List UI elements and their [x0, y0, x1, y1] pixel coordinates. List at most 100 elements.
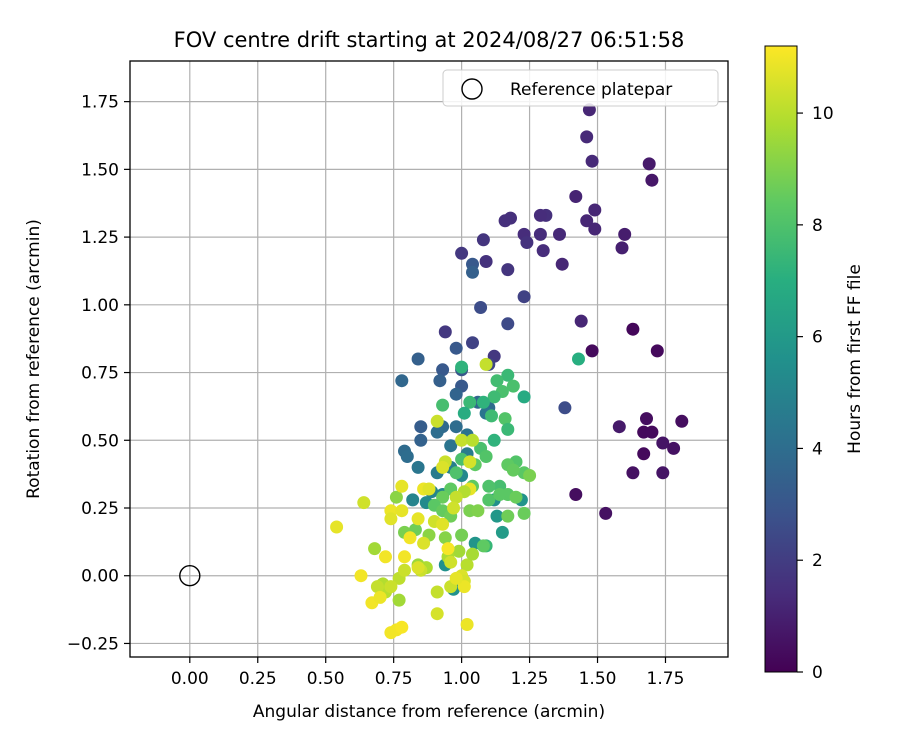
- y-axis-ticks: −0.25 0.00 0.25 0.50 0.75 1.00 1.25 1.50 1.75: [67, 93, 130, 654]
- x-axis-label: Angular distance from reference (arcmin): [253, 702, 605, 722]
- legend: Reference platepar: [442, 69, 719, 107]
- colorbar-label: Hours from first FF file: [845, 264, 865, 454]
- data-point: [558, 401, 572, 415]
- data-point: [422, 482, 436, 496]
- data-point: [490, 509, 504, 523]
- colorbar-tick-label: 6: [812, 328, 823, 348]
- data-point: [463, 395, 477, 409]
- colorbar-tick-label: 10: [812, 104, 834, 124]
- data-point: [582, 103, 596, 117]
- data-point: [498, 412, 512, 426]
- data-point: [430, 425, 444, 439]
- data-point: [466, 547, 479, 561]
- data-point: [444, 555, 458, 569]
- data-point: [501, 263, 515, 277]
- data-point: [585, 344, 599, 358]
- plot-frame: [129, 60, 729, 658]
- reference-marker: [179, 565, 201, 587]
- data-point: [533, 208, 547, 222]
- data-point: [555, 257, 569, 271]
- data-point: [449, 341, 463, 355]
- data-point: [438, 325, 452, 339]
- data-point: [414, 433, 428, 447]
- data-point: [501, 509, 515, 523]
- data-point: [400, 450, 414, 463]
- colorbar-ticks: 0 2 4 6 8 10: [797, 104, 834, 683]
- data-point: [626, 466, 640, 480]
- data-point: [517, 506, 531, 520]
- data-point: [433, 374, 447, 388]
- data-point: [457, 406, 471, 420]
- data-point: [626, 322, 640, 336]
- data-point: [398, 550, 411, 564]
- data-point: [476, 395, 490, 409]
- data-point: [330, 520, 344, 534]
- data-point: [460, 618, 474, 631]
- data-point: [368, 542, 382, 556]
- x-tick-label: 0.75: [375, 669, 413, 689]
- legend-box: [442, 69, 719, 107]
- data-point: [482, 493, 496, 507]
- data-point: [430, 607, 444, 621]
- data-point: [384, 512, 398, 526]
- data-point: [379, 550, 392, 564]
- data-point: [637, 447, 651, 461]
- data-point: [501, 317, 515, 331]
- data-point: [395, 504, 409, 518]
- data-point: [455, 246, 469, 260]
- data-point: [656, 466, 670, 480]
- data-point: [460, 558, 474, 572]
- colorbar-tick-label: 0: [812, 663, 823, 683]
- data-point: [449, 571, 463, 585]
- x-tick-label: 1.50: [579, 669, 617, 689]
- y-tick-label: 1.50: [81, 160, 119, 180]
- data-point: [466, 336, 479, 350]
- x-axis-ticks: 0.00 0.25 0.50 0.75 1.00 1.25 1.50 1.75: [171, 657, 685, 689]
- data-point: [463, 455, 477, 469]
- data-point: [447, 501, 460, 515]
- data-point: [599, 506, 613, 520]
- y-tick-label: 1.75: [81, 93, 119, 113]
- data-point: [455, 528, 469, 542]
- data-point: [449, 387, 463, 401]
- data-point: [580, 130, 594, 144]
- data-point: [487, 433, 501, 447]
- data-point: [487, 390, 501, 404]
- data-point: [504, 211, 517, 225]
- data-point: [398, 563, 411, 577]
- data-point: [471, 504, 485, 518]
- data-point: [441, 542, 455, 556]
- legend-label: Reference platepar: [510, 80, 672, 100]
- data-point: [572, 352, 585, 366]
- data-point: [574, 314, 588, 328]
- data-point: [395, 479, 409, 493]
- data-point: [493, 488, 507, 501]
- data-point: [520, 236, 534, 249]
- data-point: [392, 593, 406, 607]
- data-point: [476, 233, 490, 247]
- colorbar-tick-label: 2: [812, 551, 823, 571]
- x-tick-label: 1.00: [443, 669, 481, 689]
- data-point: [640, 412, 653, 426]
- y-tick-label: 1.25: [81, 228, 119, 248]
- data-point: [645, 425, 659, 439]
- data-point: [411, 561, 425, 575]
- x-tick-label: 1.25: [511, 669, 549, 689]
- data-point: [675, 414, 689, 428]
- data-point: [501, 422, 515, 436]
- data-point: [406, 493, 420, 507]
- y-tick-label: 0.25: [81, 499, 119, 519]
- x-tick-label: 1.75: [647, 669, 685, 689]
- data-point: [588, 203, 602, 217]
- data-points: [330, 103, 689, 640]
- data-point: [482, 479, 496, 493]
- data-point: [517, 290, 531, 304]
- reference-platepar-point: [179, 565, 201, 587]
- data-point: [357, 496, 371, 510]
- data-point: [612, 420, 626, 434]
- data-point: [650, 344, 664, 358]
- y-tick-label: 0.50: [81, 431, 119, 451]
- data-point: [523, 469, 537, 482]
- data-point: [389, 490, 403, 504]
